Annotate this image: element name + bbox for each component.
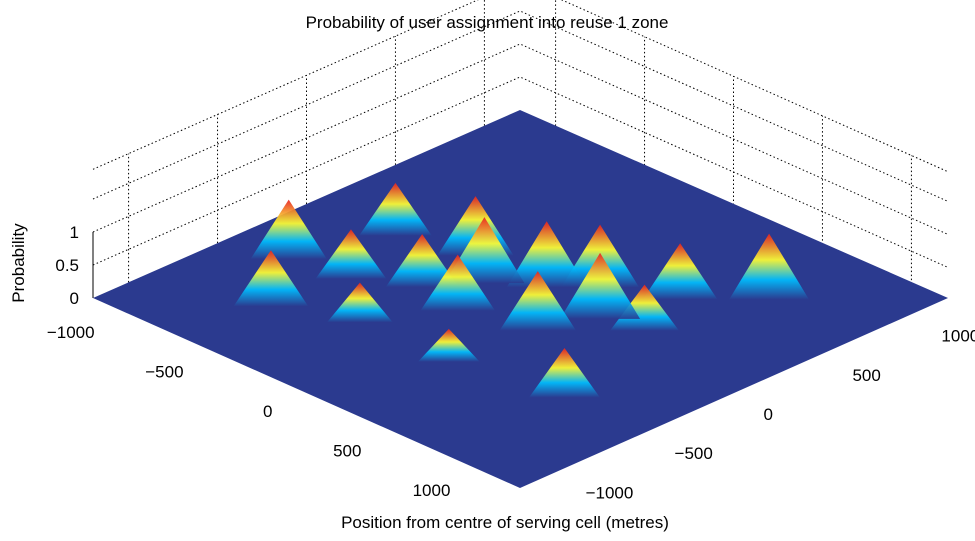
surface-peaks [233,182,810,398]
y-tick-label: 500 [852,366,880,385]
y-tick-label: 1000 [941,327,975,346]
surface-peak [609,284,680,331]
y-tick-label: −500 [675,444,713,463]
z-tick-label: 0.5 [55,256,79,275]
surface-peak [233,250,309,307]
chart-title: Probability of user assignment into reus… [306,13,669,32]
surface-peak [417,328,480,362]
axes-box-grid [92,0,948,298]
surface-peak [560,252,641,319]
surface-peak [642,243,718,300]
z-axis-label: Probability [9,223,28,303]
x-tick-label: −1000 [47,323,95,342]
x-tick-label: 500 [333,442,361,461]
surface-peak [506,221,587,288]
x-tick-label: −500 [145,362,183,381]
surface-peak [327,282,393,323]
x-tick-label: 0 [263,402,272,421]
surface-peak [420,254,496,311]
surface-peak [315,229,387,279]
surface-peak [359,182,432,236]
z-tick-label: 1 [70,223,79,242]
surface-peak [385,234,459,287]
z-tick-label: 0 [70,289,79,308]
surface-peak [250,199,327,260]
x-tick-label: 1000 [413,481,451,500]
y-tick-label: 0 [764,405,773,424]
tick-labels: −1000 −500 0 500 1000 −1000 −500 0 500 1000 0 0.5 1 [47,223,975,502]
y-tick-label: −1000 [586,483,634,502]
surface-peak [499,271,576,331]
surface-peak [729,233,810,300]
surface-peak [528,348,600,398]
x-axis-label: Position from centre of serving cell (me… [341,513,669,532]
